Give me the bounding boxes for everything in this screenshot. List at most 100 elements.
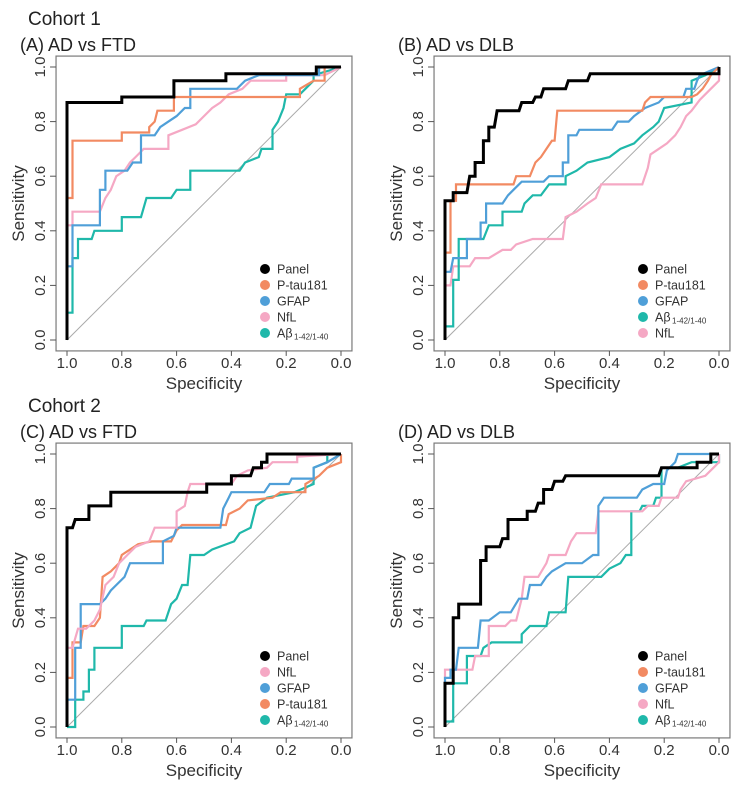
plot-frame [433,55,731,352]
legend-swatch [260,264,270,274]
legend-label: Aβ [655,714,671,728]
legend-swatch [638,312,648,322]
y-tick-label: 0.4 [32,607,49,628]
x-tick-label: 1.0 [435,355,456,372]
roc-curve-nfl [443,454,721,727]
legend: Panel P-tau181 GFAP NfL Aβ 1-42/1-40 [638,650,707,729]
y-tick-label: 0.6 [32,553,49,574]
y-tick-label: 0.4 [410,607,427,628]
legend-label: Aβ [277,327,293,341]
y-axis-label: Sensitivity [9,552,28,629]
y-tick-label: 0.8 [410,498,427,519]
legend-label: NfL [277,311,297,325]
legend-swatch [638,715,648,725]
x-tick-label: 0.8 [111,742,132,759]
plot-frame [55,55,353,352]
legend-label: P-tau181 [655,279,706,293]
panel-title: (A) AD vs FTD [20,35,136,55]
x-tick-label: 0.0 [709,742,730,759]
legend-swatch [638,651,648,661]
reference-diagonal [66,66,342,341]
cohort-label: Cohort 2 [28,396,101,417]
legend-swatch [638,264,648,274]
legend-label: GFAP [655,295,688,309]
y-axis-label: Sensitivity [387,552,406,629]
roc-curve-nfl [443,67,721,340]
x-tick-label: 0.6 [166,742,187,759]
legend-label: P-tau181 [277,279,328,293]
legend-swatch [260,296,270,306]
reference-diagonal [444,66,720,341]
y-tick-label: 0.2 [410,662,427,683]
y-tick-label: 0.0 [32,330,49,351]
legend-label: Panel [655,263,687,277]
x-tick-label: 0.2 [654,742,675,759]
x-tick-label: 1.0 [435,742,456,759]
legend-swatch [260,312,270,322]
x-tick-label: 0.6 [544,355,565,372]
legend-swatch [260,667,270,677]
x-tick-label: 0.2 [654,355,675,372]
legend-swatch [638,683,648,693]
legend-swatch [260,280,270,290]
x-tick-label: 0.4 [221,355,242,372]
legend: Panel NfL GFAP P-tau181 Aβ 1-42/1-40 [260,650,329,729]
roc-curve-abeta [65,65,342,340]
y-tick-label: 0.6 [32,166,49,187]
x-tick-label: 0.0 [709,355,730,372]
x-tick-label: 0.4 [599,355,620,372]
roc-curve-p-tau181 [65,65,341,340]
plot-frame [433,442,731,739]
y-tick-label: 0.8 [32,111,49,132]
legend-label-subscript: 1-42/1-40 [294,333,329,342]
x-tick-label: 0.6 [544,742,565,759]
reference-diagonal [66,453,342,728]
legend-label: Aβ [655,311,671,325]
plot-frame [55,442,353,739]
y-tick-label: 1.0 [410,57,427,78]
roc-curve-panel [443,452,719,727]
cohort-label: Cohort 1 [28,9,101,30]
y-tick-label: 0.2 [32,662,49,683]
legend-label: Panel [277,650,309,664]
y-tick-label: 0.0 [410,330,427,351]
y-tick-label: 0.2 [32,275,49,296]
x-tick-label: 0.0 [331,742,352,759]
y-tick-label: 0.8 [410,111,427,132]
legend-label: GFAP [277,295,310,309]
x-tick-label: 1.0 [57,742,78,759]
legend-label: P-tau181 [655,666,706,680]
legend-swatch [260,328,270,338]
legend-swatch [260,715,270,725]
x-axis-label: Specificity [166,374,243,393]
y-axis-label: Sensitivity [9,165,28,242]
x-tick-label: 1.0 [57,355,78,372]
y-tick-label: 0.4 [32,220,49,241]
x-tick-label: 0.8 [111,355,132,372]
legend-label: NfL [277,666,297,680]
roc-curve-gfap [65,65,341,340]
legend-swatch [638,699,648,709]
legend-label-subscript: 1-42/1-40 [672,317,707,326]
roc-curve-p-tau181 [443,66,720,340]
legend-label-subscript: 1-42/1-40 [294,720,329,729]
x-tick-label: 0.8 [489,742,510,759]
x-axis-label: Specificity [544,761,621,780]
legend-label: P-tau181 [277,698,328,712]
roc-panel-b: (B) AD vs DLB 1.0 0.8 0.6 0.4 0.2 0.0 0.0 0.2 0.4… [387,35,731,393]
legend-label: Aβ [277,714,293,728]
y-tick-label: 0.6 [410,553,427,574]
y-tick-label: 0.4 [410,220,427,241]
legend-swatch [260,651,270,661]
panel-title: (C) AD vs FTD [20,422,137,442]
legend-swatch [638,280,648,290]
x-tick-label: 0.0 [331,355,352,372]
y-tick-label: 0.2 [410,275,427,296]
panel-title: (B) AD vs DLB [398,35,514,55]
roc-curve-panel [65,65,341,340]
roc-panel-d: (D) AD vs DLB 1.0 0.8 0.6 0.4 0.2 0.0 0.0 0.2 0.4… [387,422,731,780]
legend-label: GFAP [655,682,688,696]
legend: Panel P-tau181 GFAP NfL Aβ 1-42/1-40 [260,263,329,342]
legend-swatch [638,667,648,677]
